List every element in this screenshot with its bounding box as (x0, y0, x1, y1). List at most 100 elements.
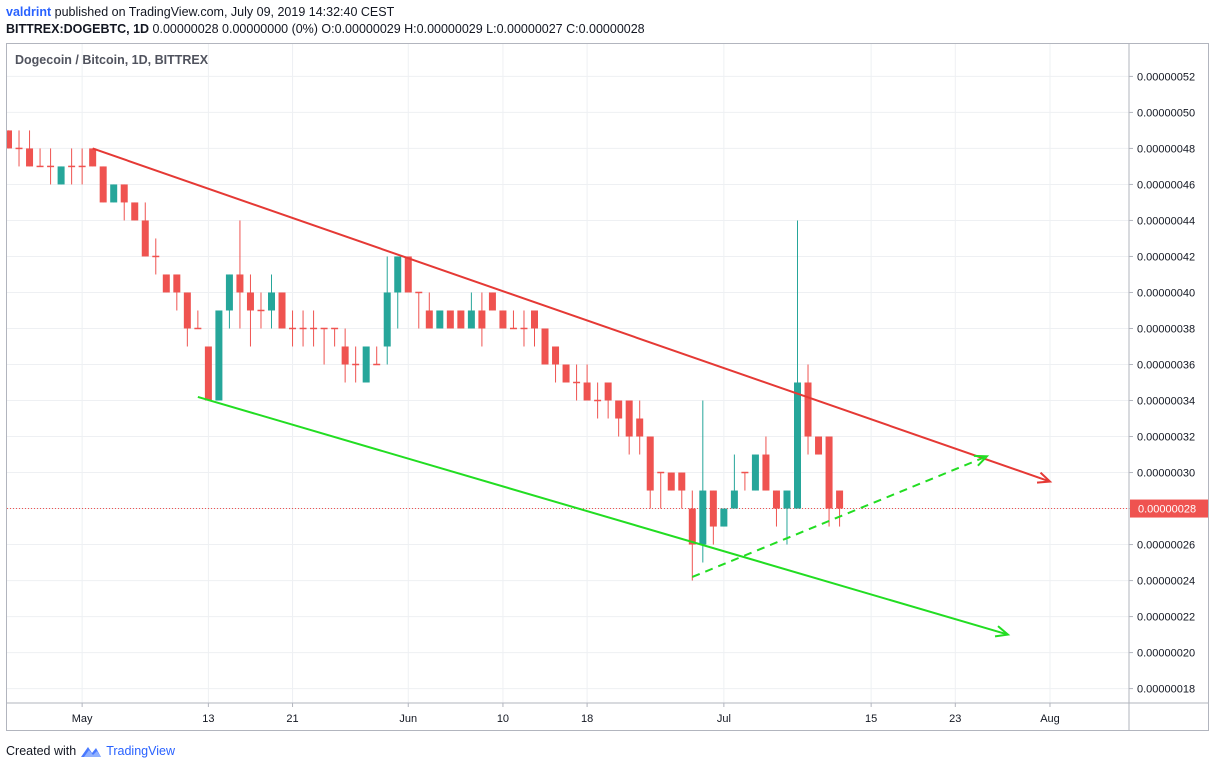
candle-body (141, 220, 149, 257)
candle-body (246, 292, 254, 311)
candle-body (699, 490, 707, 545)
candle (278, 292, 286, 329)
tradingview-logo-icon[interactable] (80, 744, 102, 758)
y-tick-label: 0.00000046 (1137, 179, 1195, 191)
candle-body (225, 274, 233, 311)
chart-frame (6, 43, 1209, 731)
candle (289, 310, 297, 347)
candle (699, 400, 707, 563)
candle (47, 148, 55, 185)
y-tick-label: 0.00000048 (1137, 143, 1195, 155)
candle (404, 256, 412, 293)
candle-body (541, 328, 549, 365)
footer: Created with TradingView (6, 742, 175, 760)
candle-body (173, 274, 181, 293)
candle (78, 148, 86, 185)
trendline-resistance[interactable] (92, 147, 1053, 484)
candle-body (110, 184, 118, 203)
candle-body (667, 472, 675, 491)
candle (57, 166, 65, 185)
candle (531, 310, 538, 347)
candle-body (730, 490, 738, 509)
candle-body (404, 256, 412, 293)
y-tick-label: 0.00000032 (1137, 432, 1195, 444)
candle (625, 400, 633, 455)
candles (7, 130, 844, 581)
candle-body (531, 310, 538, 329)
candle-body (99, 166, 107, 203)
x-tick-label: 15 (865, 713, 877, 725)
author-link[interactable]: valdrint (6, 5, 52, 19)
candle-body (804, 382, 812, 437)
publish-info: published on TradingView.com, July 09, 2… (54, 5, 395, 19)
y-tick-label: 0.00000024 (1137, 576, 1195, 588)
candle (562, 364, 570, 383)
candle (173, 274, 181, 311)
candle-body (636, 418, 644, 437)
y-tick-label: 0.00000022 (1137, 612, 1195, 624)
y-tick-label: 0.00000020 (1137, 648, 1195, 660)
resistance-line[interactable] (92, 147, 1051, 483)
candle (352, 346, 360, 383)
candle-body (762, 454, 770, 491)
y-tick-label: 0.00000026 (1137, 540, 1195, 552)
candle (594, 382, 602, 419)
candle (467, 292, 475, 329)
x-tick-label: 21 (286, 713, 298, 725)
y-tick-label: 0.00000038 (1137, 323, 1195, 335)
y-tick-label: 0.00000036 (1137, 359, 1195, 371)
candle-body (383, 292, 391, 347)
candle (678, 472, 686, 509)
ohlc-line: BITTREX:DOGEBTC, 1D 0.00000028 0.0000000… (6, 21, 1206, 38)
candle (709, 490, 717, 545)
candle-body (499, 310, 507, 329)
x-tick-label: Aug (1040, 713, 1060, 725)
candle (509, 310, 517, 330)
trendlines[interactable] (92, 147, 1053, 638)
candle-body (467, 310, 475, 329)
candle (836, 490, 844, 527)
candle-body (678, 472, 686, 491)
price-axis[interactable]: 0.00000018 0.00000020 0.00000022 0.00000024… (1129, 71, 1195, 696)
trendline-rising-support[interactable] (691, 454, 990, 578)
candle-body (268, 292, 275, 311)
candle-body (425, 310, 433, 329)
x-tick-label: 18 (581, 713, 593, 725)
x-tick-label: Jul (717, 713, 731, 725)
candle (68, 148, 76, 185)
last-price-value: 0.00000028 (1138, 504, 1196, 516)
candle-body (89, 148, 97, 167)
candle-body (488, 292, 496, 311)
rising-support-line[interactable] (691, 455, 988, 578)
candle (310, 310, 318, 347)
candle-body (362, 346, 370, 383)
candle (215, 310, 223, 401)
candle (341, 328, 349, 383)
candle (815, 436, 823, 455)
axes (7, 44, 1208, 730)
ohlc-values: 0.00000028 0.00000000 (0%) O:0.00000029 … (152, 22, 645, 36)
candle (583, 364, 591, 401)
candle-body (7, 130, 12, 149)
candle-body (825, 436, 833, 509)
candle (26, 130, 34, 167)
candle (89, 148, 97, 167)
price-chart[interactable]: 0.00000018 0.00000020 0.00000022 0.00000024… (7, 44, 1208, 730)
candle (657, 471, 665, 509)
candle (225, 274, 233, 329)
trendline-support[interactable] (197, 395, 1011, 638)
support-line[interactable] (197, 395, 1009, 636)
y-tick-label: 0.00000040 (1137, 287, 1195, 299)
candle-body (583, 382, 591, 401)
candle-body (446, 310, 454, 329)
candle (436, 310, 444, 329)
candle (478, 292, 486, 347)
candle (141, 202, 149, 257)
time-axis[interactable]: May 13 21 Jun 10 18 Jul 15 23 Aug (72, 703, 1060, 725)
candle (383, 256, 391, 365)
candle-body (646, 436, 654, 491)
candle-body (131, 202, 139, 221)
tradingview-link[interactable]: TradingView (106, 744, 175, 758)
x-tick-label: 10 (497, 713, 509, 725)
